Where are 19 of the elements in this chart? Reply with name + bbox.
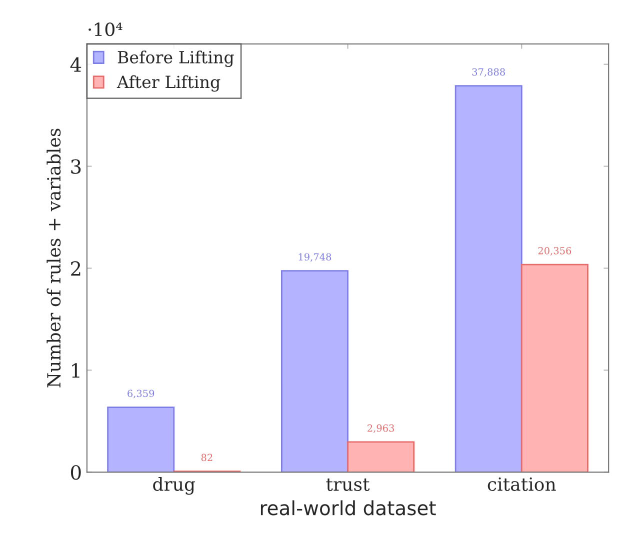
y-tick-label: 1 (72, 363, 80, 378)
legend-label: After Lifting (116, 75, 220, 92)
annotation: 82 (201, 454, 212, 462)
annotation: 19,748 (298, 253, 332, 262)
y-tick-label: 3 (71, 159, 81, 174)
annotation: 20,356 (538, 246, 572, 256)
annotation: 37,888 (472, 68, 505, 77)
x-tick-label: citation (488, 477, 556, 491)
text: ·10⁴ (88, 22, 122, 36)
y-tick-label: 4 (70, 57, 82, 72)
y-tick-label: 0 (70, 465, 81, 480)
y-axis-title: Number of rules + variables (46, 128, 61, 388)
x-axis-title: real-world dataset (260, 500, 436, 516)
x-tick-label: drug (153, 477, 196, 495)
y-tick-label: 2 (71, 261, 80, 276)
legend-label: Before Lifting (118, 50, 234, 67)
x-tick-label: trust (326, 478, 370, 491)
annotation: 6,359 (128, 390, 154, 398)
annotation: 2,963 (368, 424, 394, 433)
